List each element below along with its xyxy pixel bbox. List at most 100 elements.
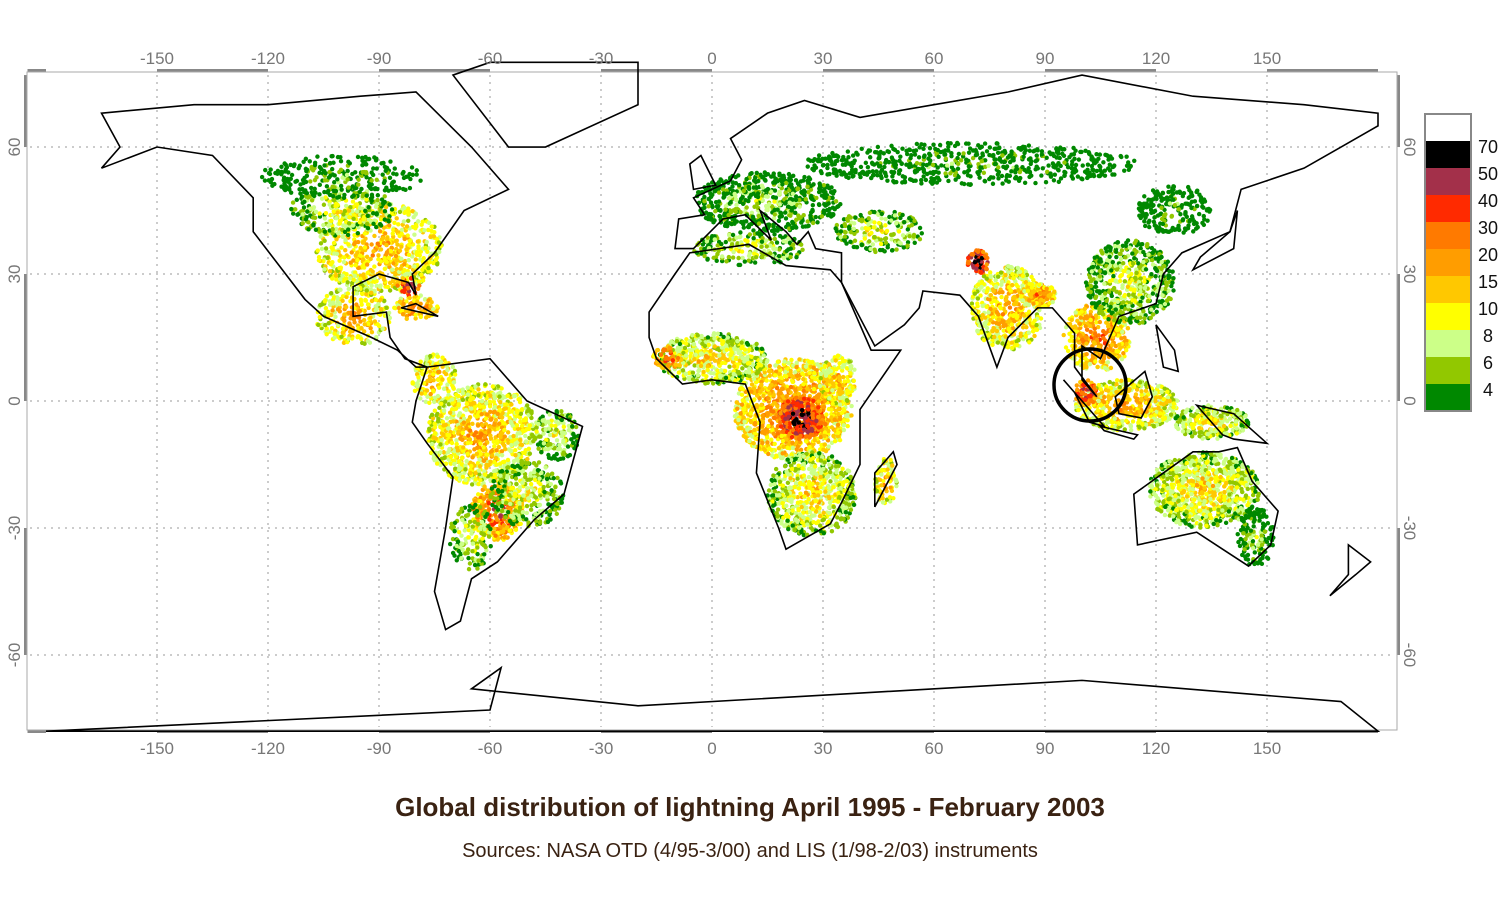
lightning-dot [288,162,293,168]
lightning-dot [495,501,501,506]
lightning-dot [551,476,556,481]
lightning-dot [752,397,757,402]
lightning-dot [318,302,323,308]
lightning-dot [319,196,325,201]
lightning-dot [297,163,302,168]
lightning-dot [335,307,341,312]
lightning-dot [289,172,295,178]
lightning-dot [526,460,531,466]
lightning-dot [836,407,841,412]
lightning-dot [415,219,421,224]
lightning-dot [514,410,520,415]
lightning-dot [492,409,497,414]
lightning-dot [328,173,333,178]
lightning-dot [454,543,459,549]
lightning-dot [391,179,396,184]
lightning-dot [559,409,564,414]
lightning-dot [532,436,538,442]
lightning-dot [419,391,424,396]
lightning-dot [469,406,474,411]
lightning-dot [323,246,329,251]
lightning-dot [441,408,447,413]
lightning-dot [317,170,322,176]
lightning-dot [418,396,423,401]
lightning-dot [483,544,488,550]
lightning-dot [387,214,392,219]
lightning-dot [351,241,357,247]
lightning-dot [742,407,747,412]
lightning-dot [431,234,437,239]
lightning-dot [472,400,477,406]
lightning-dot [484,412,490,417]
lightning-dot [456,467,462,473]
lightning-dot [350,199,356,204]
lightning-dot [565,444,571,449]
lightning-dot [488,417,494,422]
lightning-dot [492,472,498,478]
lightning-dot [488,544,493,549]
lightning-dot [468,470,473,476]
lightning-dot [391,171,396,176]
lightning-dot [498,399,503,405]
lightning-dot [470,421,475,427]
lightning-dot [776,445,782,451]
lightning-dot [487,404,493,409]
lightning-dot [389,187,395,192]
lightning-dot [352,320,357,325]
lightning-dot [477,457,482,462]
lightning-dot [468,397,473,403]
lightning-dot [336,231,341,236]
lightning-dot [412,388,418,393]
lightning-dot [378,283,383,288]
lightning-dot [329,290,334,296]
lightning-dot [520,480,525,485]
lightning-dot [486,534,492,539]
lightning-dot [536,446,541,451]
lightning-dot [384,250,390,255]
lightning-dot [406,211,411,217]
lightning-dot [495,496,500,501]
lightning-dot [762,447,768,453]
lightning-dot [414,172,419,177]
lightning-dot [365,338,371,344]
lightning-dot [739,386,744,391]
lightning-dot [412,232,417,237]
lightning-dot [399,256,404,262]
lightning-dot [514,481,519,487]
lightning-dot [780,455,785,461]
lightning-dot [362,341,367,346]
lightning-dot [358,276,363,282]
lightning-dot [518,521,523,526]
lightning-dot [803,364,809,369]
lightning-dot [807,445,812,450]
lightning-dot [449,397,455,402]
lightning-dot [333,188,339,194]
lightning-dot [373,297,379,302]
lightning-dot [424,388,430,393]
lightning-dot [288,176,293,181]
lightning-dot [374,334,379,340]
lightning-dot [319,166,324,172]
lightning-dot [429,441,435,447]
lightning-dot [835,422,841,427]
lightning-dot [519,407,524,413]
lightning-dot [536,460,542,465]
lightning-dot [387,202,392,207]
lightning-dot [440,355,445,360]
lightning-dot [790,411,796,416]
lightning-dot [290,200,296,205]
lightning-dot [525,456,530,462]
lightning-dot [527,477,532,482]
lightning-dot [358,245,363,251]
lightning-dot [484,401,489,406]
lightning-dot [396,222,401,227]
lightning-dot [524,403,530,408]
lightning-dot [501,406,507,412]
lightning-dot [771,431,776,437]
lightning-dot [397,299,403,304]
lightning-dot [514,423,520,428]
lightning-dot [321,222,326,228]
lightning-dot [268,167,273,172]
lightning-dot [330,193,336,199]
lightning-dot [452,553,457,558]
